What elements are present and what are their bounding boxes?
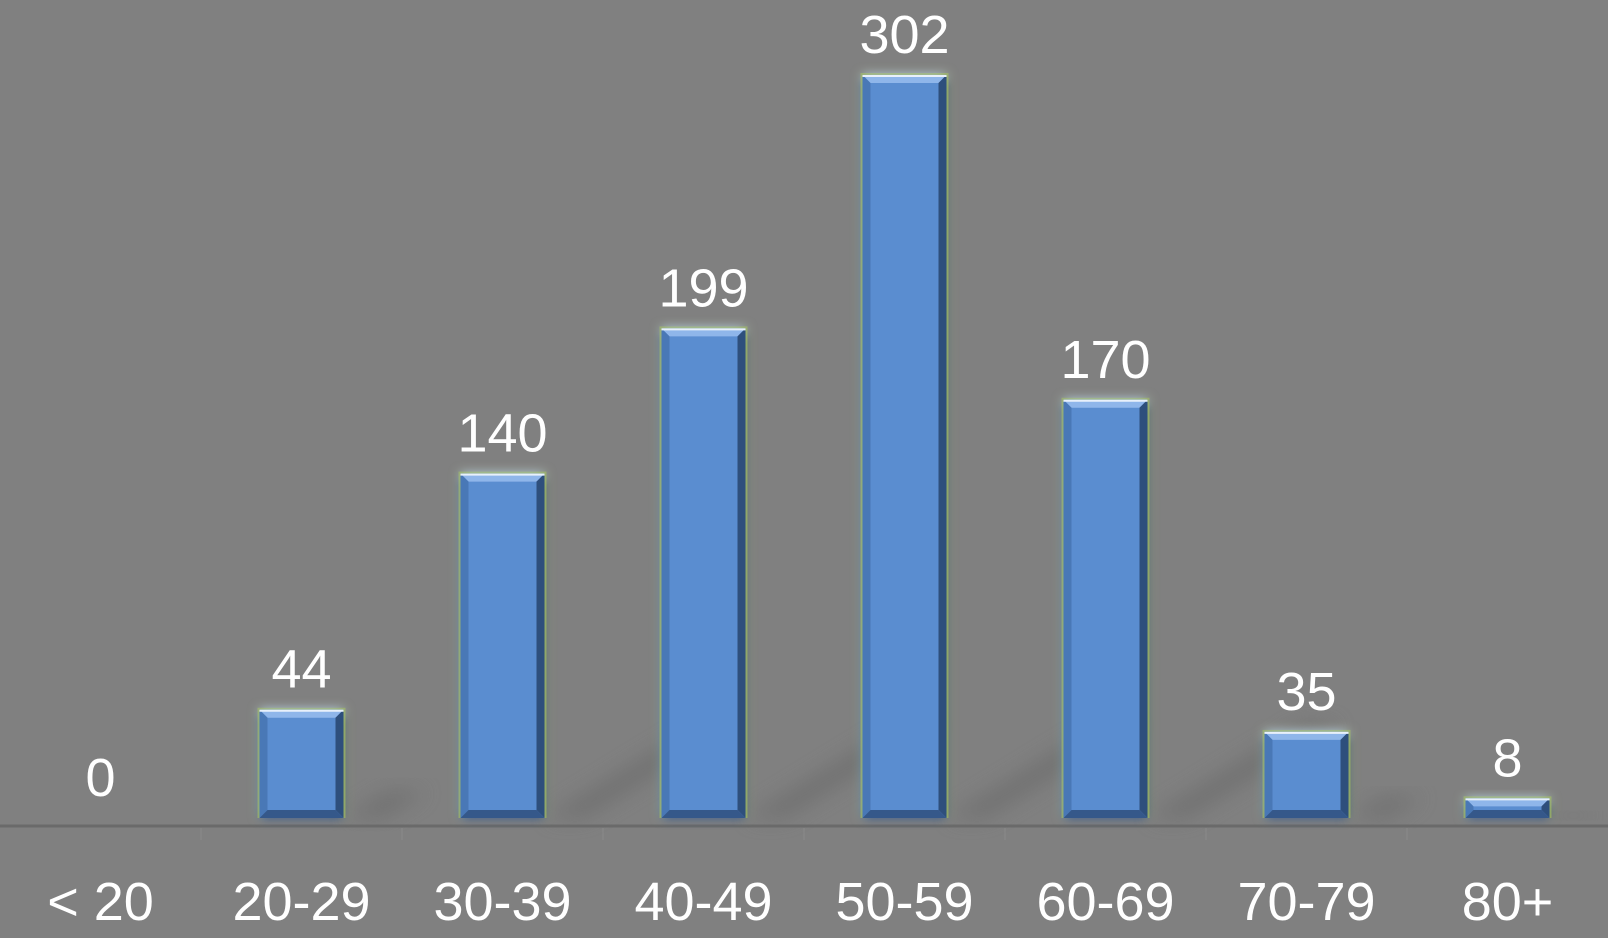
x-tick-label-20-29: 20-29 bbox=[232, 872, 370, 932]
data-label-20: 0 bbox=[85, 748, 115, 808]
x-tick-label-40-49: 40-49 bbox=[634, 872, 772, 932]
x-axis-tick-labels: < 20 20-29 30-39 40-49 50-59 60-69 70-79 80+ bbox=[47, 872, 1553, 932]
bar-40-49 bbox=[659, 326, 748, 818]
x-axis-ticks bbox=[200, 828, 1408, 840]
data-label-80: 8 bbox=[1492, 728, 1522, 788]
data-labels: 0 44 140 199 302 170 35 8 bbox=[85, 5, 1522, 808]
bar-shadow-20-29 bbox=[343, 791, 428, 818]
x-tick-label-50-59: 50-59 bbox=[835, 872, 973, 932]
bar-50-59 bbox=[860, 73, 949, 818]
bars bbox=[257, 73, 1552, 818]
x-tick-label-70-79: 70-79 bbox=[1237, 872, 1375, 932]
bar-70-79 bbox=[1262, 729, 1351, 818]
x-tick-label-60-69: 60-69 bbox=[1036, 872, 1174, 932]
x-tick-label-80: 80+ bbox=[1462, 872, 1554, 932]
bar-20-29 bbox=[257, 707, 346, 818]
data-label-40-49: 199 bbox=[658, 258, 748, 318]
bar-shadow-70-79 bbox=[1348, 796, 1424, 818]
data-label-30-39: 140 bbox=[457, 404, 547, 464]
data-label-20-29: 44 bbox=[271, 640, 331, 700]
data-label-50-59: 302 bbox=[859, 5, 949, 65]
bar-60-69 bbox=[1061, 397, 1150, 818]
data-label-70-79: 35 bbox=[1276, 662, 1336, 722]
x-tick-label-20: < 20 bbox=[47, 872, 154, 932]
bar-shadow-80 bbox=[1549, 813, 1598, 818]
x-tick-label-30-39: 30-39 bbox=[433, 872, 571, 932]
data-label-60-69: 170 bbox=[1060, 330, 1150, 390]
bar-80 bbox=[1463, 796, 1552, 818]
bar-30-39 bbox=[458, 471, 547, 818]
